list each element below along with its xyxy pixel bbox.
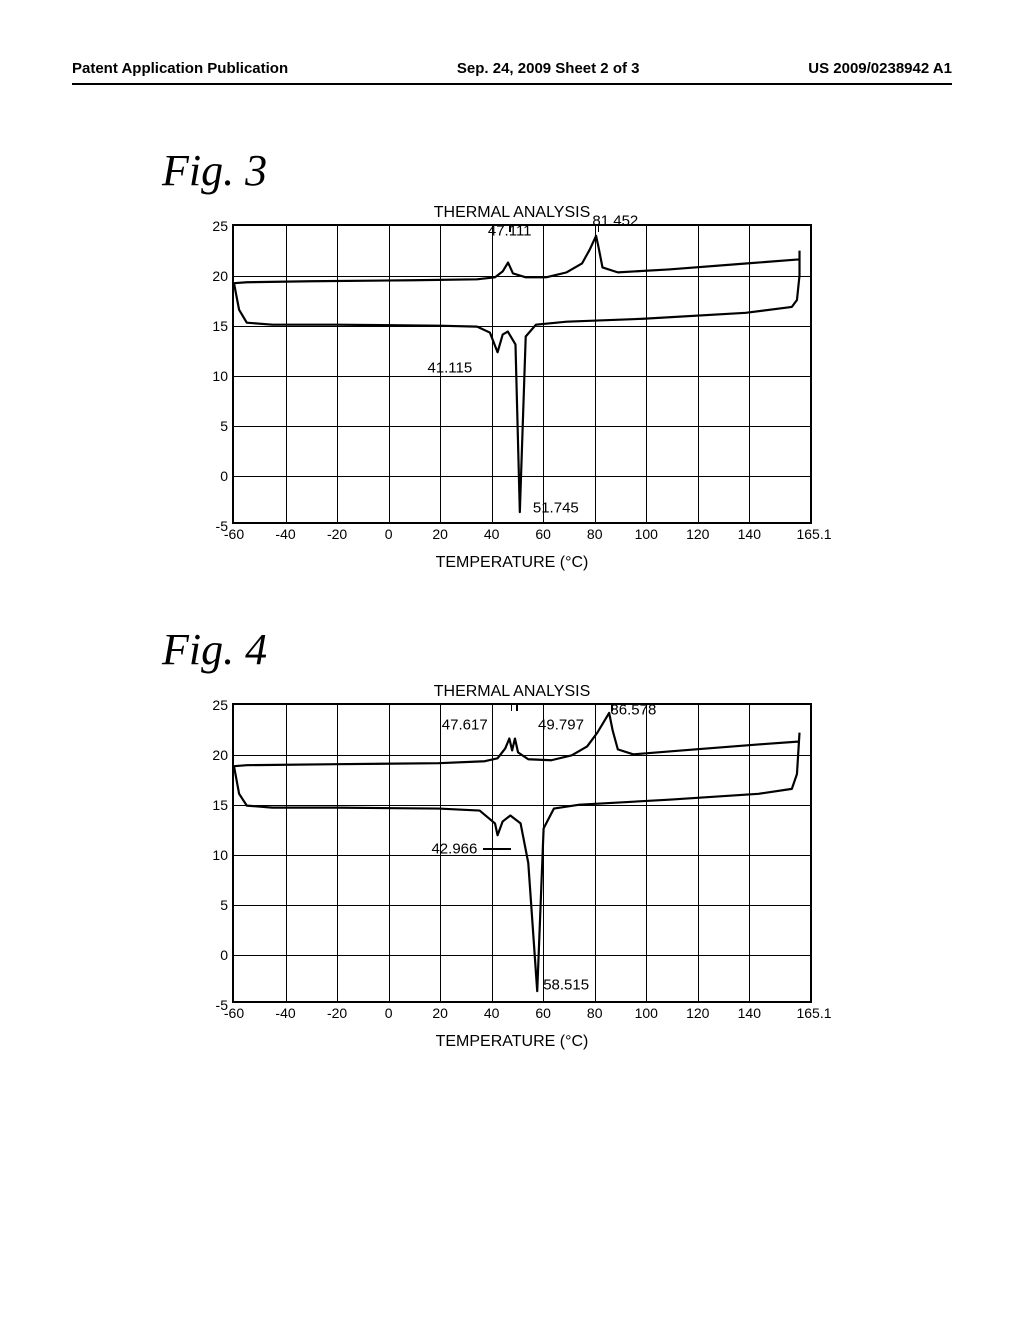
y-tick-label: 25 xyxy=(212,218,228,234)
y-tick-label: -5 xyxy=(216,518,228,534)
x-tick-label: -20 xyxy=(327,526,347,542)
x-tick-label: 120 xyxy=(686,526,709,542)
y-tick-label: 10 xyxy=(212,847,228,863)
y-tick-label: 20 xyxy=(212,747,228,763)
header-right: US 2009/0238942 A1 xyxy=(808,60,952,77)
figure-4-title: THERMAL ANALYSIS xyxy=(172,683,852,701)
x-tick-label: 20 xyxy=(432,1005,448,1021)
y-tick-label: -5 xyxy=(216,997,228,1013)
y-tick-label: 15 xyxy=(212,797,228,813)
figure-3-chart: THERMAL ANALYSIS -60-40-2002040608010012… xyxy=(172,204,852,584)
x-tick-label: 140 xyxy=(738,1005,761,1021)
figure-3-label: Fig. 3 xyxy=(162,145,952,196)
x-tick-label: 60 xyxy=(535,526,551,542)
x-tick-label: 120 xyxy=(686,1005,709,1021)
figure-4-xlabel: TEMPERATURE (°C) xyxy=(172,1033,852,1051)
figure-4-label: Fig. 4 xyxy=(162,624,952,675)
cooling-curve xyxy=(234,733,800,992)
x-tick-label: 165.1 xyxy=(796,526,831,542)
x-tick-label: 140 xyxy=(738,526,761,542)
y-tick-label: 5 xyxy=(220,897,228,913)
x-tick-label: 80 xyxy=(587,1005,603,1021)
figure-3-xlabel: TEMPERATURE (°C) xyxy=(172,554,852,572)
page-header: Patent Application Publication Sep. 24, … xyxy=(72,60,952,85)
heating-curve xyxy=(234,713,800,766)
figure-4-chart: THERMAL ANALYSIS -60-40-2002040608010012… xyxy=(172,683,852,1063)
figure-4-plot: -60-40-20020406080100120140165.1-5051015… xyxy=(232,703,812,1003)
x-tick-label: 165.1 xyxy=(796,1005,831,1021)
x-tick-label: -40 xyxy=(275,1005,295,1021)
page-content: Patent Application Publication Sep. 24, … xyxy=(72,60,952,1103)
y-tick-label: 20 xyxy=(212,268,228,284)
cooling-curve xyxy=(234,251,800,512)
y-tick-label: 5 xyxy=(220,418,228,434)
x-tick-label: 40 xyxy=(484,1005,500,1021)
x-tick-label: 80 xyxy=(587,526,603,542)
x-tick-label: 100 xyxy=(635,526,658,542)
chart-curves xyxy=(234,705,810,1001)
heating-curve xyxy=(234,236,800,283)
x-tick-label: 40 xyxy=(484,526,500,542)
figure-3-title: THERMAL ANALYSIS xyxy=(172,204,852,222)
x-tick-label: -20 xyxy=(327,1005,347,1021)
x-tick-label: 20 xyxy=(432,526,448,542)
y-tick-label: 0 xyxy=(220,468,228,484)
x-tick-label: 0 xyxy=(385,526,393,542)
x-tick-label: 100 xyxy=(635,1005,658,1021)
header-left: Patent Application Publication xyxy=(72,60,288,77)
x-tick-label: 60 xyxy=(535,1005,551,1021)
x-tick-label: -40 xyxy=(275,526,295,542)
y-tick-label: 15 xyxy=(212,318,228,334)
header-center: Sep. 24, 2009 Sheet 2 of 3 xyxy=(457,60,640,77)
y-tick-label: 10 xyxy=(212,368,228,384)
figure-3-plot: -60-40-20020406080100120140165.1-5051015… xyxy=(232,224,812,524)
y-tick-label: 25 xyxy=(212,697,228,713)
x-tick-label: 0 xyxy=(385,1005,393,1021)
chart-curves xyxy=(234,226,810,522)
y-tick-label: 0 xyxy=(220,947,228,963)
